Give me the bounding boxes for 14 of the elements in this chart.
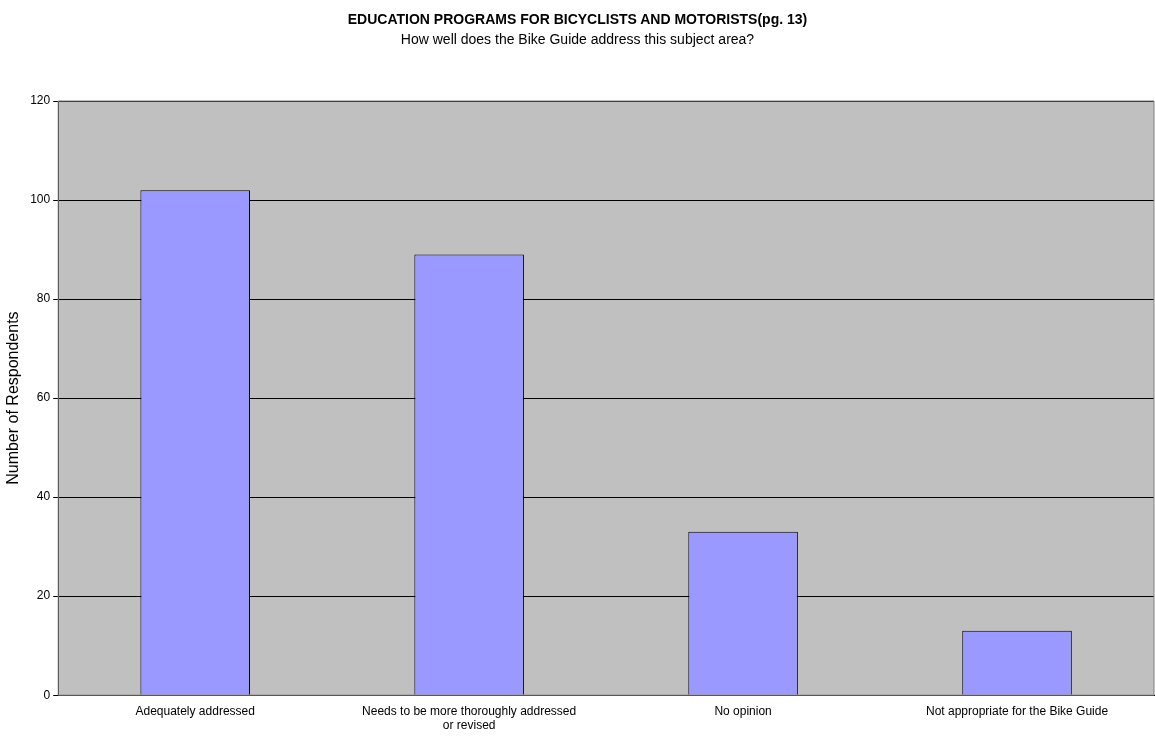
x-tick-label: Needs to be more thoroughly addressed or revised — [362, 703, 577, 733]
y-tick-label: 60 — [36, 390, 51, 405]
y-tick-label: 80 — [36, 291, 51, 306]
y-tick-label: 120 — [30, 93, 51, 108]
chart-title: EDUCATION PROGRAMS FOR BICYCLISTS AND MOTORISTS(pg. 13) — [346, 11, 809, 27]
x-tick-label: No opinion — [714, 703, 772, 718]
x-tick-label: Adequately addressed — [135, 703, 255, 718]
chart-subtitle: How well does the Bike Guide address this subject area? — [399, 31, 756, 47]
y-tick-label: 100 — [30, 192, 51, 207]
y-tick-label: 0 — [43, 687, 51, 702]
x-tick-label: Not appropriate for the Bike Guide — [925, 703, 1109, 718]
y-tick-label: 20 — [36, 588, 51, 603]
y-tick-label: 40 — [36, 489, 51, 504]
y-axis-title: Number of Respondents — [4, 311, 22, 485]
